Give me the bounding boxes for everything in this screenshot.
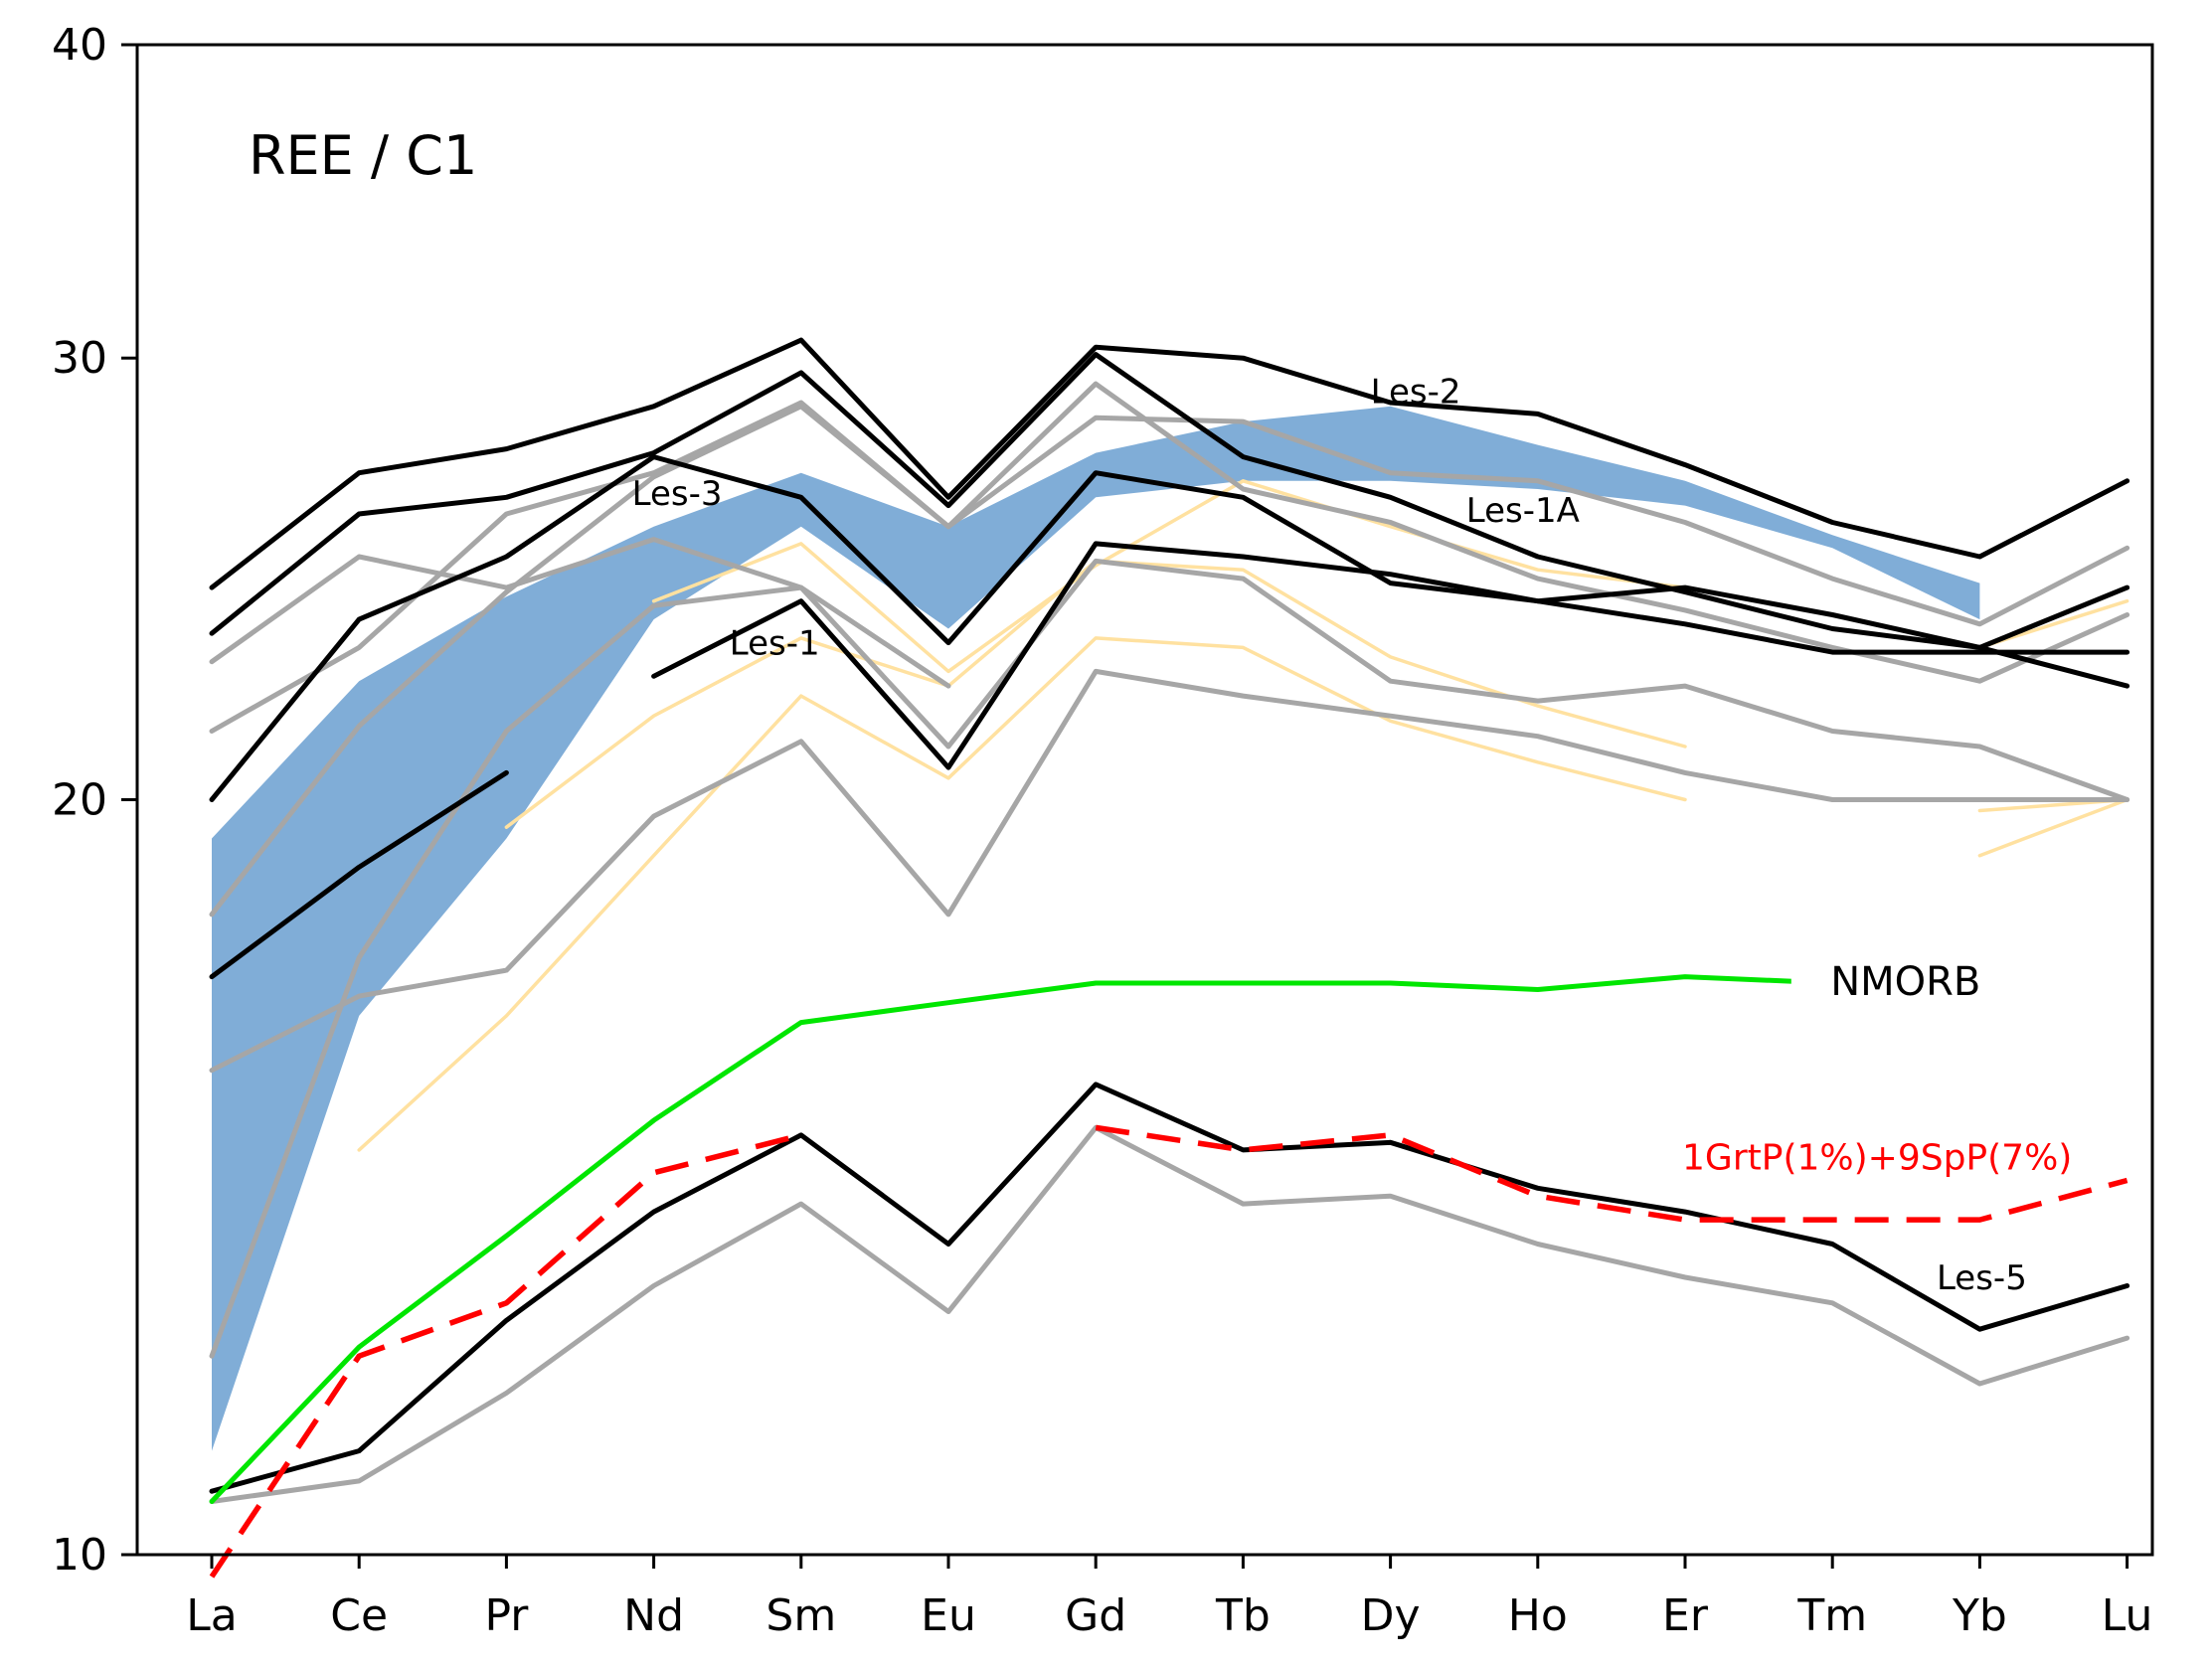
annotation-les-2: Les-2 (1371, 373, 1461, 413)
annotation-nmorb: NMORB (1830, 959, 1980, 1005)
black-sample-series-5-seg-0 (209, 1082, 2130, 1494)
x-tick-label-ce: Ce (330, 1590, 388, 1641)
x-tick-label-tb: Tb (1215, 1590, 1271, 1641)
gray-sample-series-9-seg-0 (209, 668, 2130, 1074)
black-sample-series-1-seg-0 (209, 352, 2130, 650)
annotation-les-1: Les-1 (730, 624, 820, 664)
x-tick-label-er: Er (1662, 1590, 1709, 1641)
annotation-layer: Les-2 Les-3 Les-1A Les-1 NMORB 1GrtP(1%)+9SpP… (632, 373, 2073, 1298)
black-sample-series-4-seg-0 (209, 769, 509, 980)
yellow-sample-series-12-seg-0 (357, 636, 1687, 1152)
x-tick-label-ho: Ho (1508, 1590, 1568, 1641)
1grtp-1-9spp-7--series-17-seg-1 (1095, 1124, 2128, 1223)
gray-sample-series-6-seg-0 (209, 537, 2130, 802)
x-tick-label-eu: Eu (921, 1590, 976, 1641)
nmorb-series-16-seg-0 (209, 974, 1835, 1504)
x-tick-label-dy: Dy (1361, 1590, 1421, 1641)
black-sample-series-0-seg-0 (209, 337, 2130, 590)
gray-sample-series-11-seg-0 (209, 1124, 2130, 1504)
chart-title: REE / C1 (249, 124, 477, 187)
black-sample-series-3-seg-0 (651, 541, 2130, 770)
y-tick-label: 20 (52, 775, 107, 826)
x-tick-label-sm: Sm (766, 1590, 836, 1641)
annotation-les-5: Les-5 (1937, 1258, 2027, 1298)
axes-layer: 10 20 30 40 La Ce Pr Nd Sm Eu Gd Tb Dy Ho Er Tm Yb Lu (52, 20, 2154, 1641)
y-tick-label: 40 (52, 20, 107, 71)
black-sample-series-2-seg-0 (209, 454, 2130, 802)
x-tick-label-tm: Tm (1796, 1590, 1867, 1641)
x-tick-label-pr: Pr (484, 1590, 529, 1641)
y-tick-label: 30 (52, 333, 107, 384)
gray-sample-series-8-seg-0 (209, 404, 2130, 917)
gray-sample-series-7-seg-0 (209, 381, 2130, 734)
y-tick-label: 10 (52, 1530, 107, 1581)
1grtp-1-9spp-7--series-17-seg-0 (209, 1132, 802, 1579)
x-tick-label-la: La (186, 1590, 237, 1641)
gray-sample-series-10-seg-0 (209, 584, 951, 1359)
x-tick-label-yb: Yb (1952, 1590, 2007, 1641)
series-layer (209, 337, 2130, 1579)
x-tick-label-nd: Nd (623, 1590, 684, 1641)
annotation-les-1a: Les-1A (1466, 491, 1580, 531)
nmorb-label-backdrop (1790, 955, 2020, 1012)
yellow-sample-series-12-seg-1 (1977, 797, 2129, 858)
annotation-les-3: Les-3 (632, 474, 723, 514)
x-tick-label-gd: Gd (1065, 1590, 1126, 1641)
x-tick-label-lu: Lu (2102, 1590, 2153, 1641)
yellow-sample-series-14-seg-0 (651, 479, 1687, 674)
annotation-1grtp-1-9spp-7: 1GrtP(1%)+9SpP(7%) (1682, 1137, 2072, 1178)
